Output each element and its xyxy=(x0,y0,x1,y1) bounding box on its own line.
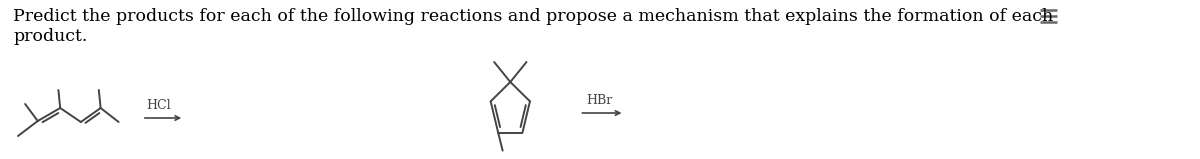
Text: HCl: HCl xyxy=(146,99,170,112)
Text: HBr: HBr xyxy=(586,94,612,107)
Text: Predict the products for each of the following reactions and propose a mechanism: Predict the products for each of the fol… xyxy=(13,8,1054,45)
